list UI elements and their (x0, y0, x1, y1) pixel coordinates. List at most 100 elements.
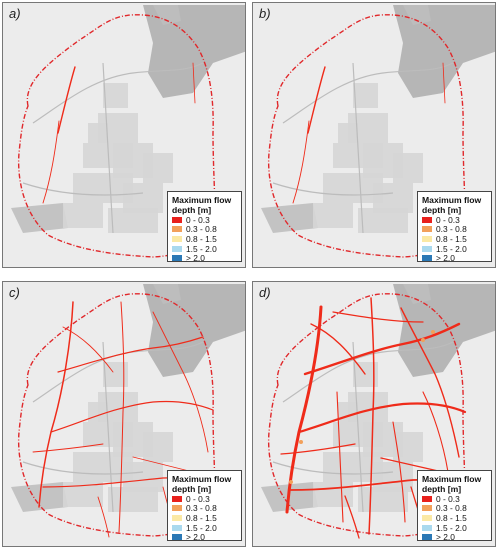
urban-area-southwest (11, 203, 68, 233)
legend-label: 0 - 0.3 (186, 214, 210, 225)
legend-label: 0.3 - 0.8 (436, 503, 467, 514)
legend-swatch (422, 245, 432, 252)
flood-channel (192, 62, 196, 104)
flood-channel (400, 307, 460, 458)
map-panel-d: d) Maximum flow depth [m] 0 - 0.3 0.3 - 0.8 0… (252, 281, 496, 547)
legend-label: > 2.0 (186, 253, 205, 264)
flood-channel (42, 120, 60, 204)
legend: Maximum flow depth [m] 0 - 0.3 0.3 - 0.8 0.8… (417, 191, 492, 263)
legend-title-line-2: depth [m] (172, 484, 212, 494)
legend-item: 0.3 - 0.8 (172, 224, 237, 235)
legend: Maximum flow depth [m] 0 - 0.3 0.3 - 0.8 0.8… (167, 191, 242, 263)
legend-swatch (172, 534, 182, 541)
legend-title-line-2: depth [m] (422, 205, 462, 215)
legend-label: 0.8 - 1.5 (436, 512, 467, 523)
legend-label: > 2.0 (186, 532, 205, 543)
legend-label: 0.3 - 0.8 (186, 224, 217, 235)
legend-item: 0.8 - 1.5 (172, 513, 237, 523)
flood-channel (118, 301, 125, 533)
legend-item: 0.3 - 0.8 (422, 503, 487, 514)
flood-channel (292, 120, 310, 204)
legend-swatch (422, 216, 432, 223)
legend-title-line-2: depth [m] (422, 484, 462, 494)
legend-label: 1.5 - 2.0 (186, 243, 217, 254)
legend-item: 0 - 0.3 (422, 215, 487, 225)
road-network (272, 62, 454, 234)
legend-label: 0 - 0.3 (186, 493, 210, 504)
catchment-boundary (267, 14, 466, 258)
legend-label: 1.5 - 2.0 (436, 243, 467, 254)
legend-swatch (172, 514, 182, 521)
legend-swatch (172, 524, 182, 531)
legend-swatch (422, 495, 432, 502)
legend-label: > 2.0 (436, 253, 455, 264)
legend-item: 0.3 - 0.8 (172, 503, 237, 514)
legend-swatch (422, 524, 432, 531)
legend-item: 0 - 0.3 (172, 215, 237, 225)
legend-label: 0.3 - 0.8 (186, 503, 217, 514)
legend: Maximum flow depth [m] 0 - 0.3 0.3 - 0.8 0.8… (167, 470, 242, 542)
map-panel-a: a) Maximum flow depth [m] 0 - 0.3 0.3 - 0.8 0… (2, 2, 246, 268)
legend-label: 0.8 - 1.5 (186, 233, 217, 244)
legend-item: 0.8 - 1.5 (172, 234, 237, 244)
map-canvas (3, 3, 245, 267)
legend-title-line-1: Maximum flow (172, 474, 232, 484)
flood-channel (50, 400, 214, 433)
legend-item: 0.8 - 1.5 (422, 234, 487, 244)
town-built-up-area (313, 83, 423, 233)
flood-channel (442, 62, 446, 104)
map-panel-c: c) Maximum flow depth [m] 0 - 0.3 0.3 - 0.8 0… (2, 281, 246, 547)
flood-channel (280, 443, 356, 455)
legend-label: 0.3 - 0.8 (436, 224, 467, 235)
legend-item: > 2.0 (172, 253, 237, 263)
urban-area-southwest (261, 203, 318, 233)
legend-swatch (172, 226, 182, 233)
legend-item: 1.5 - 2.0 (172, 244, 237, 254)
flood-depth-layer (42, 62, 196, 204)
catchment-boundary (17, 14, 216, 258)
flood-channel (62, 326, 114, 373)
town-built-up-area (63, 362, 173, 512)
catchment-boundary (267, 293, 466, 537)
flood-depth-spot (289, 480, 293, 484)
legend-item: > 2.0 (172, 532, 237, 542)
legend-item: 1.5 - 2.0 (422, 523, 487, 533)
legend-swatch (172, 235, 182, 242)
flood-channel (303, 322, 461, 376)
flood-channel (336, 391, 344, 523)
urban-area-northeast (143, 284, 245, 377)
flood-channel (38, 301, 74, 508)
legend-label: 0.8 - 1.5 (436, 233, 467, 244)
panel-label: b) (259, 6, 271, 21)
urban-area-north (403, 284, 431, 304)
legend-item: 0.8 - 1.5 (422, 513, 487, 523)
legend-swatch (422, 226, 432, 233)
flood-channel (297, 402, 467, 434)
legend-swatch (422, 505, 432, 512)
road-network (272, 341, 454, 513)
flood-channel (422, 391, 449, 473)
legend-swatch (422, 514, 432, 521)
panel-label: a) (9, 6, 21, 21)
legend-label: 0 - 0.3 (436, 493, 460, 504)
legend-label: 0.8 - 1.5 (186, 512, 217, 523)
flood-depth-spot (431, 330, 435, 334)
road-network (22, 62, 204, 234)
flood-channel (307, 66, 326, 134)
legend-item: > 2.0 (422, 253, 487, 263)
legend-label: 1.5 - 2.0 (436, 522, 467, 533)
flood-channel (97, 496, 110, 538)
legend: Maximum flow depth [m] 0 - 0.3 0.3 - 0.8 0.8… (417, 470, 492, 543)
flood-channel (368, 297, 375, 535)
legend-label: > 2.0 (436, 532, 455, 543)
urban-area-north (403, 5, 431, 25)
urban-area-northeast (393, 5, 495, 98)
catchment-boundary (17, 293, 216, 537)
legend-swatch (422, 534, 432, 541)
flood-depth-spot (299, 440, 303, 444)
legend-swatch (172, 255, 182, 262)
legend-swatch (172, 495, 182, 502)
flood-channel (332, 311, 424, 323)
legend-title-line-1: Maximum flow (422, 195, 482, 205)
legend-swatch (172, 245, 182, 252)
